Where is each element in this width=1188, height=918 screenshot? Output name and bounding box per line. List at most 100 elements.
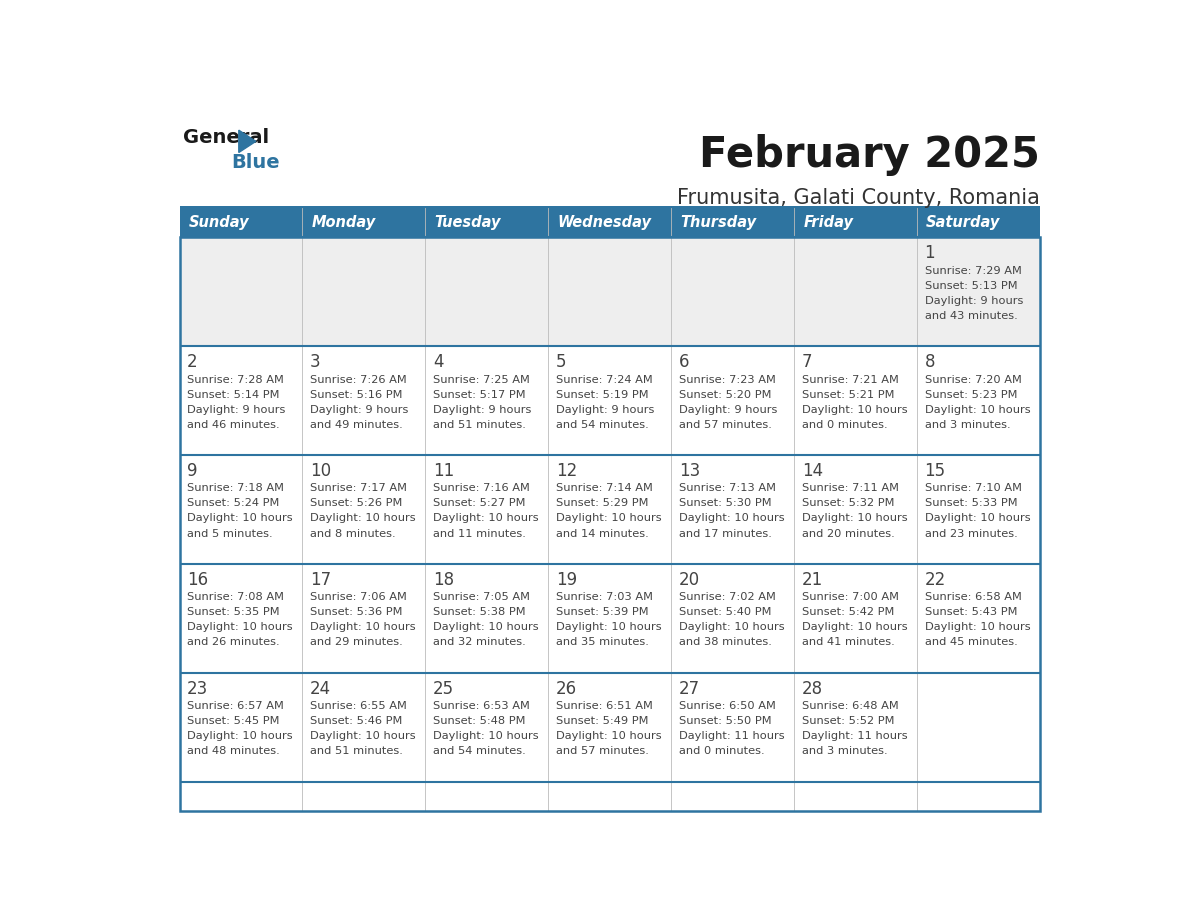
Text: 27: 27 bbox=[678, 679, 700, 698]
Text: Sunset: 5:29 PM: Sunset: 5:29 PM bbox=[556, 498, 649, 509]
Text: Daylight: 10 hours: Daylight: 10 hours bbox=[310, 622, 416, 633]
Bar bbox=[548, 208, 671, 237]
Text: Sunset: 5:39 PM: Sunset: 5:39 PM bbox=[556, 608, 649, 617]
Text: and 51 minutes.: and 51 minutes. bbox=[434, 420, 526, 430]
Text: and 3 minutes.: and 3 minutes. bbox=[802, 746, 887, 756]
Bar bbox=[425, 564, 548, 673]
Bar bbox=[425, 208, 548, 237]
Text: Sunrise: 7:11 AM: Sunrise: 7:11 AM bbox=[802, 484, 898, 494]
Bar bbox=[794, 673, 917, 781]
Bar bbox=[548, 564, 671, 673]
Text: Sunrise: 7:10 AM: Sunrise: 7:10 AM bbox=[924, 484, 1022, 494]
Text: 13: 13 bbox=[678, 462, 700, 480]
Text: and 57 minutes.: and 57 minutes. bbox=[678, 420, 772, 430]
Bar bbox=[179, 237, 303, 346]
Text: Sunset: 5:42 PM: Sunset: 5:42 PM bbox=[802, 608, 895, 617]
Text: Tuesday: Tuesday bbox=[435, 215, 501, 230]
Text: Saturday: Saturday bbox=[927, 215, 1000, 230]
Text: Sunset: 5:32 PM: Sunset: 5:32 PM bbox=[802, 498, 895, 509]
Text: Daylight: 10 hours: Daylight: 10 hours bbox=[310, 513, 416, 523]
Text: and 14 minutes.: and 14 minutes. bbox=[556, 529, 649, 539]
Text: Sunrise: 6:50 AM: Sunrise: 6:50 AM bbox=[678, 701, 776, 711]
Text: Daylight: 10 hours: Daylight: 10 hours bbox=[556, 513, 662, 523]
Text: 12: 12 bbox=[556, 462, 577, 480]
Bar bbox=[548, 673, 671, 781]
Text: Sunrise: 7:21 AM: Sunrise: 7:21 AM bbox=[802, 375, 898, 385]
Bar bbox=[671, 346, 794, 455]
Text: Daylight: 10 hours: Daylight: 10 hours bbox=[924, 622, 1030, 633]
Bar bbox=[548, 346, 671, 455]
Bar bbox=[671, 208, 794, 237]
Text: Sunset: 5:24 PM: Sunset: 5:24 PM bbox=[188, 498, 279, 509]
Text: Sunrise: 7:26 AM: Sunrise: 7:26 AM bbox=[310, 375, 407, 385]
Bar bbox=[303, 346, 425, 455]
Text: Sunrise: 7:00 AM: Sunrise: 7:00 AM bbox=[802, 592, 898, 602]
Text: Sunset: 5:38 PM: Sunset: 5:38 PM bbox=[434, 608, 525, 617]
Text: Daylight: 10 hours: Daylight: 10 hours bbox=[556, 622, 662, 633]
Text: and 57 minutes.: and 57 minutes. bbox=[556, 746, 649, 756]
Text: Daylight: 9 hours: Daylight: 9 hours bbox=[924, 296, 1023, 306]
Text: Daylight: 11 hours: Daylight: 11 hours bbox=[802, 732, 908, 741]
Bar bbox=[917, 564, 1040, 673]
Text: Sunset: 5:20 PM: Sunset: 5:20 PM bbox=[678, 389, 771, 399]
Text: Sunrise: 7:17 AM: Sunrise: 7:17 AM bbox=[310, 484, 407, 494]
Text: and 3 minutes.: and 3 minutes. bbox=[924, 420, 1010, 430]
Text: Blue: Blue bbox=[232, 152, 280, 172]
Bar bbox=[794, 564, 917, 673]
Text: General: General bbox=[183, 128, 270, 147]
Text: Daylight: 10 hours: Daylight: 10 hours bbox=[924, 405, 1030, 415]
Text: Sunrise: 7:24 AM: Sunrise: 7:24 AM bbox=[556, 375, 652, 385]
Text: Sunset: 5:14 PM: Sunset: 5:14 PM bbox=[188, 389, 279, 399]
Text: 23: 23 bbox=[188, 679, 209, 698]
Text: Daylight: 10 hours: Daylight: 10 hours bbox=[188, 622, 293, 633]
Text: 15: 15 bbox=[924, 462, 946, 480]
Text: Sunrise: 7:20 AM: Sunrise: 7:20 AM bbox=[924, 375, 1022, 385]
Text: Sunrise: 6:55 AM: Sunrise: 6:55 AM bbox=[310, 701, 407, 711]
Text: February 2025: February 2025 bbox=[699, 134, 1040, 176]
Text: Sunday: Sunday bbox=[189, 215, 249, 230]
Bar bbox=[303, 237, 425, 346]
Text: and 48 minutes.: and 48 minutes. bbox=[188, 746, 280, 756]
Text: Daylight: 10 hours: Daylight: 10 hours bbox=[434, 622, 538, 633]
Text: Sunrise: 7:25 AM: Sunrise: 7:25 AM bbox=[434, 375, 530, 385]
Text: Daylight: 9 hours: Daylight: 9 hours bbox=[310, 405, 409, 415]
Bar bbox=[671, 673, 794, 781]
Text: Daylight: 9 hours: Daylight: 9 hours bbox=[678, 405, 777, 415]
Text: Friday: Friday bbox=[803, 215, 853, 230]
Text: 22: 22 bbox=[924, 571, 946, 588]
Text: and 17 minutes.: and 17 minutes. bbox=[678, 529, 772, 539]
Text: Daylight: 10 hours: Daylight: 10 hours bbox=[678, 513, 784, 523]
Text: and 0 minutes.: and 0 minutes. bbox=[802, 420, 887, 430]
Text: 1: 1 bbox=[924, 244, 935, 263]
Bar bbox=[794, 346, 917, 455]
Text: Sunset: 5:45 PM: Sunset: 5:45 PM bbox=[188, 716, 279, 726]
Bar bbox=[548, 455, 671, 564]
Text: and 32 minutes.: and 32 minutes. bbox=[434, 637, 526, 647]
Text: 11: 11 bbox=[434, 462, 454, 480]
Bar bbox=[179, 346, 303, 455]
Text: 16: 16 bbox=[188, 571, 208, 588]
Text: Sunset: 5:17 PM: Sunset: 5:17 PM bbox=[434, 389, 525, 399]
Bar bbox=[671, 237, 794, 346]
Bar bbox=[671, 455, 794, 564]
Text: Sunset: 5:46 PM: Sunset: 5:46 PM bbox=[310, 716, 403, 726]
Bar bbox=[179, 208, 303, 237]
Bar bbox=[425, 455, 548, 564]
Text: Sunset: 5:33 PM: Sunset: 5:33 PM bbox=[924, 498, 1017, 509]
Text: 19: 19 bbox=[556, 571, 577, 588]
Bar bbox=[179, 206, 1040, 208]
Text: Sunrise: 7:08 AM: Sunrise: 7:08 AM bbox=[188, 592, 284, 602]
Text: and 23 minutes.: and 23 minutes. bbox=[924, 529, 1017, 539]
Text: 7: 7 bbox=[802, 353, 813, 371]
Text: Daylight: 9 hours: Daylight: 9 hours bbox=[188, 405, 285, 415]
Text: Daylight: 9 hours: Daylight: 9 hours bbox=[434, 405, 531, 415]
Bar bbox=[179, 455, 303, 564]
Text: and 0 minutes.: and 0 minutes. bbox=[678, 746, 764, 756]
Text: Daylight: 10 hours: Daylight: 10 hours bbox=[802, 622, 908, 633]
Text: Sunset: 5:13 PM: Sunset: 5:13 PM bbox=[924, 281, 1017, 291]
Text: Monday: Monday bbox=[311, 215, 375, 230]
Text: and 46 minutes.: and 46 minutes. bbox=[188, 420, 280, 430]
Text: and 35 minutes.: and 35 minutes. bbox=[556, 637, 649, 647]
Bar bbox=[794, 237, 917, 346]
Text: 4: 4 bbox=[434, 353, 443, 371]
